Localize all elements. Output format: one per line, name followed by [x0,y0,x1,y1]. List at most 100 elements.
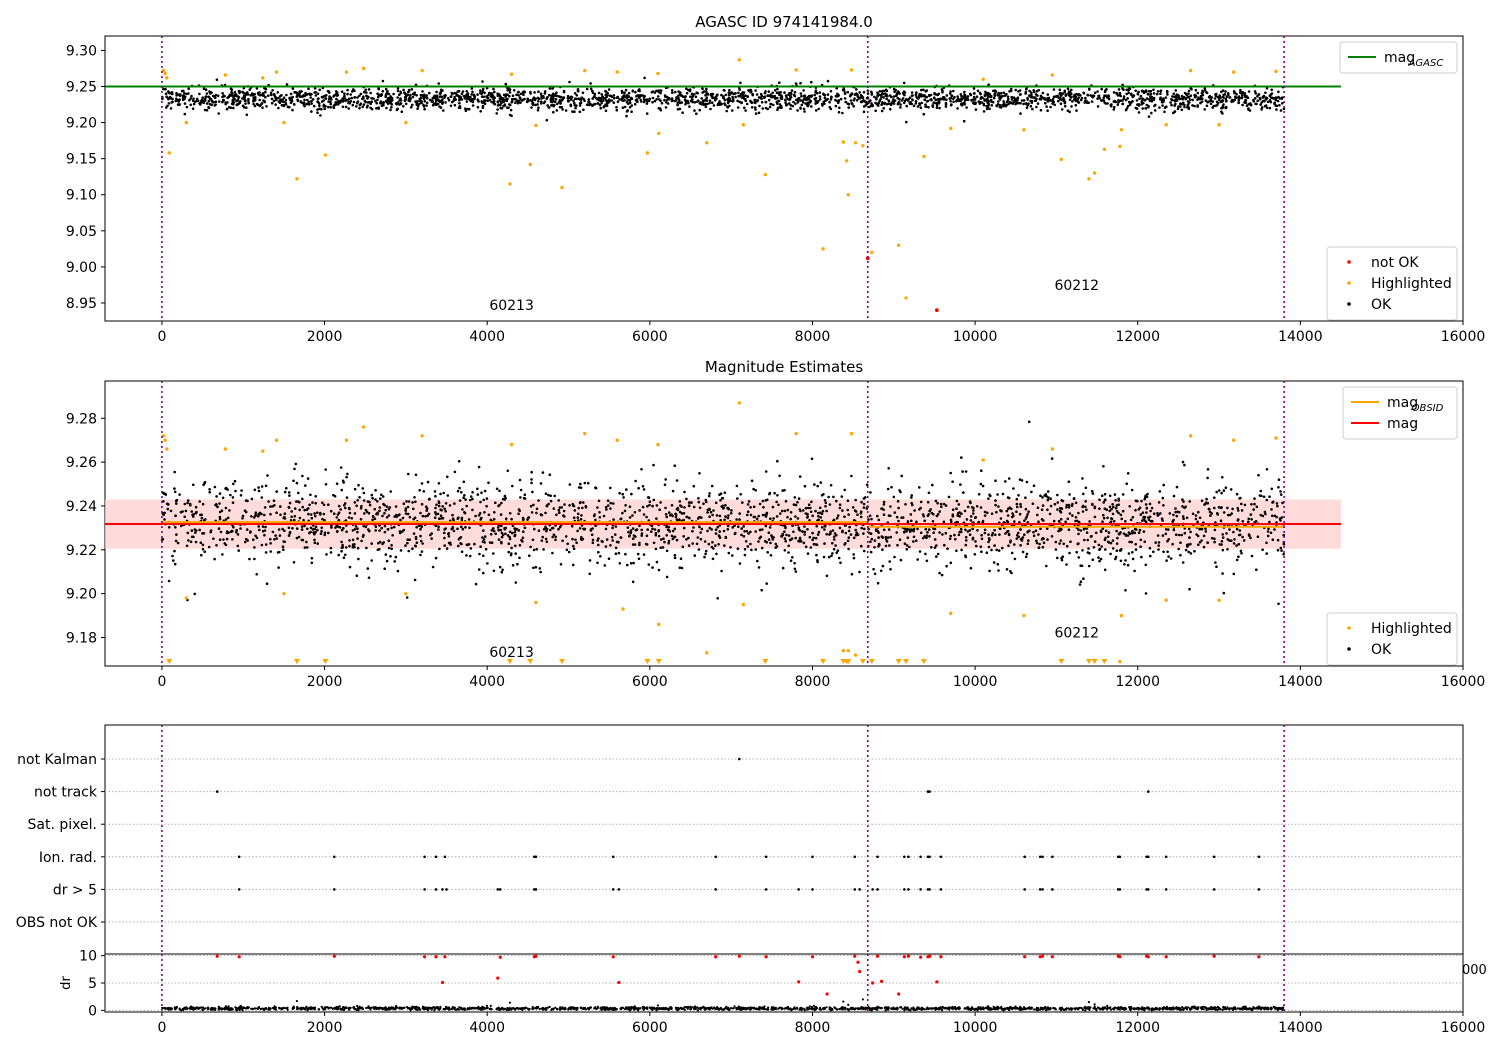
ok-point [775,101,779,104]
ok-point [492,527,495,530]
ok-point [1126,472,1130,475]
ok-point [460,550,464,553]
ok-point [531,490,534,494]
ok-point [843,488,846,492]
ok-point [447,541,451,545]
ok-point [365,94,368,98]
ok-point [1117,101,1120,104]
ok-point [290,98,294,101]
ok-point [741,93,744,96]
ok-point [1282,552,1285,556]
ok-point [794,570,798,573]
ok-point [993,94,996,98]
ok-point [406,538,410,541]
ok-point [757,111,761,115]
ok-point [723,518,726,522]
y-tick-label: 9.20 [66,116,97,132]
ok-point [370,97,374,100]
ok-point [675,518,679,521]
ok-point [1138,97,1141,100]
ok-point [434,98,438,101]
ok-point [1249,513,1253,516]
ok-point [1203,108,1206,111]
ok-point [270,97,274,101]
ok-point [879,569,883,573]
ok-point [1112,100,1116,103]
ok-point [664,478,667,481]
ok-point [538,567,542,570]
ok-point [1172,513,1175,517]
ok-point [850,102,853,105]
ok-point [507,106,510,110]
legend-subscript: AGASC [1408,58,1444,69]
ok-point [561,108,564,111]
ok-point [253,488,257,492]
ok-point [731,526,734,529]
ok-point [1121,509,1125,513]
ok-point [597,102,600,105]
ok-point [632,561,635,565]
ok-point [1213,97,1217,100]
ok-point [1038,542,1041,546]
ok-point [1225,99,1228,103]
ok-point [1106,535,1110,538]
ok-point [778,106,781,109]
ok-point [860,500,863,504]
ok-point [1181,97,1184,101]
ok-point [708,492,711,495]
ok-point [1157,501,1161,504]
ok-point [720,569,723,573]
ok-point [654,533,658,537]
ok-point [1188,98,1192,101]
y-tick-label: 8.95 [66,296,97,312]
ok-point [510,101,513,104]
ok-point [667,539,671,543]
ok-point [756,99,760,102]
ok-point [253,557,256,561]
ok-point [496,108,499,111]
ok-point [960,104,964,107]
ok-point [539,92,543,96]
ok-point [329,551,333,554]
ok-point [1013,543,1016,546]
ok-point [818,506,822,510]
ok-point [624,552,627,556]
ok-point [1046,109,1049,112]
ok-point [1028,94,1031,97]
ok-point [767,538,771,541]
ok-point [651,504,654,508]
ok-point [692,484,696,488]
ok-point [1109,552,1112,556]
ok-point [427,512,431,516]
ok-point [717,543,720,546]
ok-point [353,543,356,546]
ok-point [691,529,694,533]
ok-point [988,569,991,573]
ok-point [244,102,247,105]
ok-point [495,112,499,115]
ok-point [695,112,698,115]
ok-point [936,552,940,556]
ok-point [1146,492,1149,496]
ok-point [959,527,963,531]
ok-point [945,98,948,101]
ok-point [1144,107,1148,110]
ok-point [1041,91,1045,95]
ok-point [479,91,482,95]
ok-point [576,512,580,516]
ok-point [876,102,879,106]
ok-point [493,96,497,100]
ok-point [376,500,379,503]
ok-point [919,531,923,535]
ok-point [341,97,344,101]
ok-point [1079,529,1083,532]
ok-point [804,506,808,510]
ok-point [415,94,418,97]
ok-point [711,557,715,561]
ok-point [492,517,496,521]
ok-point [764,100,768,104]
y-tick-label: 9.20 [66,587,97,603]
ok-point [479,500,482,504]
ok-point [327,503,330,507]
ok-point [175,533,178,536]
